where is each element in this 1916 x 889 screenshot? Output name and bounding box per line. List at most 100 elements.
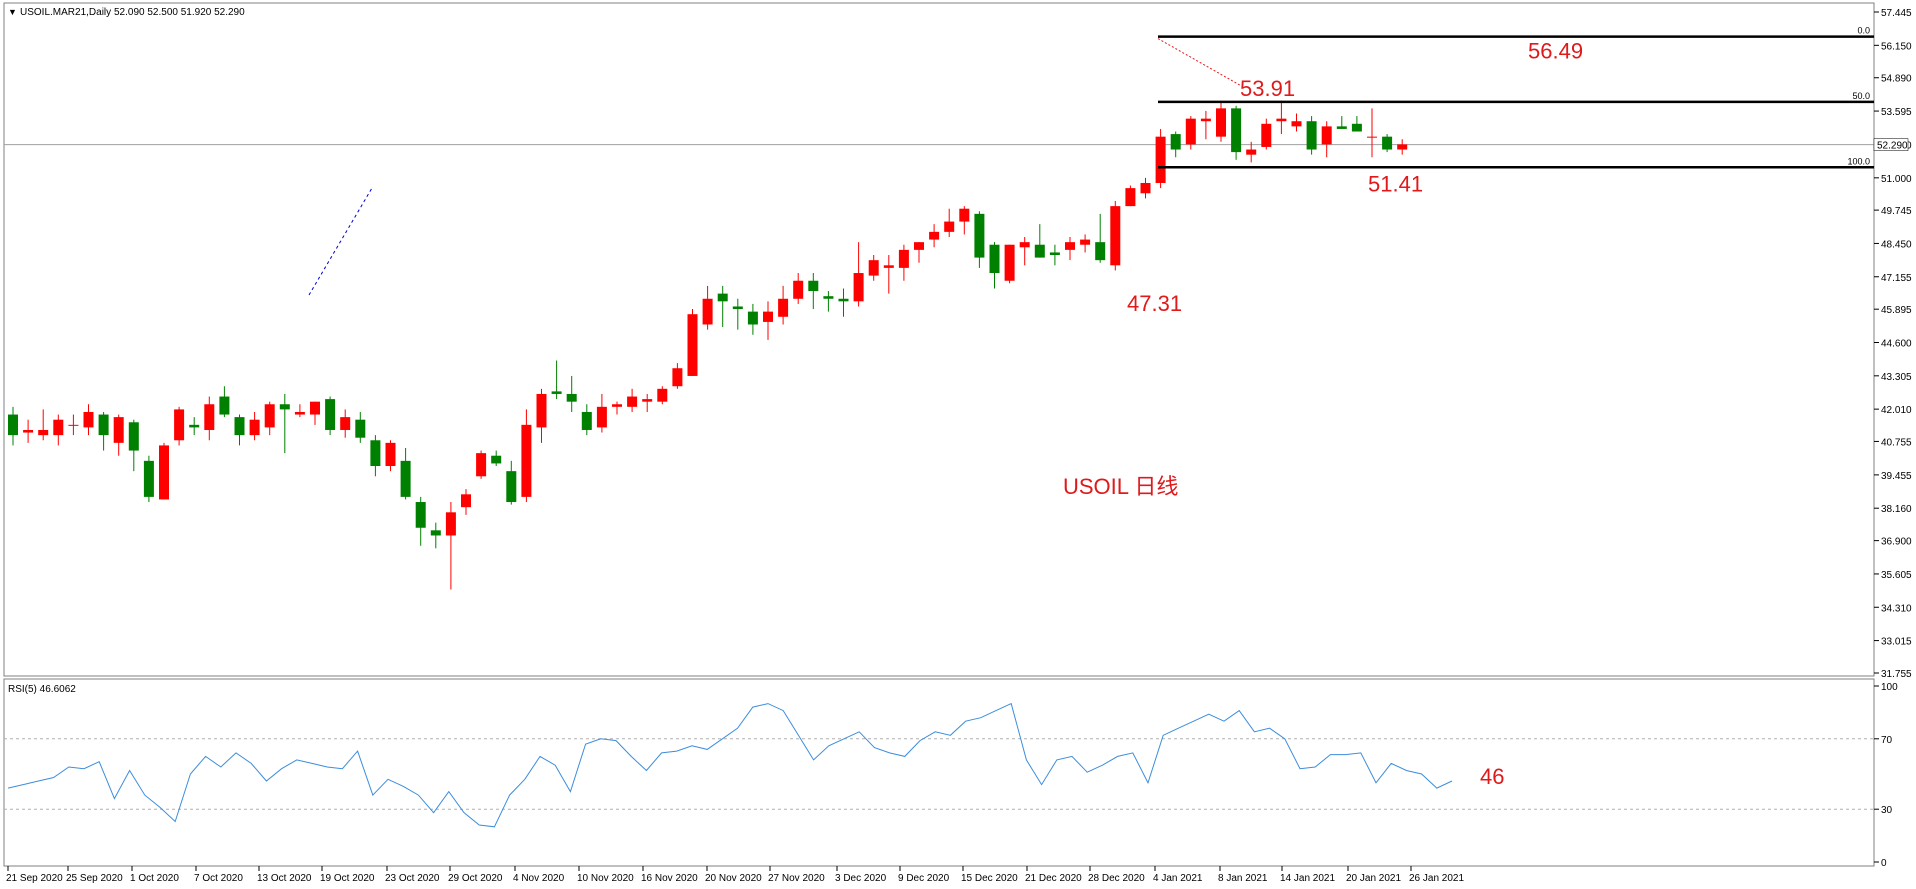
x-tick-label: 14 Jan 2021: [1280, 873, 1335, 884]
candle-body: [989, 244, 1000, 274]
candle-body: [793, 280, 804, 299]
candle-body: [944, 221, 955, 232]
y-tick-label: 31.755: [1881, 669, 1912, 680]
candle-body: [53, 419, 64, 436]
candle-body: [732, 306, 743, 310]
candle-body: [536, 393, 547, 428]
rsi-y-tick-label: 70: [1881, 735, 1893, 746]
x-tick-label: 4 Nov 2020: [513, 873, 565, 884]
x-tick-label: 20 Jan 2021: [1346, 873, 1401, 884]
candle-body: [551, 391, 562, 394]
candle-body: [1351, 123, 1362, 132]
y-tick-label: 56.150: [1881, 41, 1912, 52]
y-tick-label: 54.890: [1881, 74, 1912, 85]
x-tick-label: 23 Oct 2020: [385, 873, 440, 884]
candle-body: [1065, 242, 1075, 250]
current-price-label: 52.290: [1877, 141, 1908, 152]
candle-body: [823, 296, 834, 299]
candle-body: [98, 414, 109, 436]
fib-level-label: 50.0: [1852, 91, 1870, 101]
x-tick-label: 10 Nov 2020: [577, 873, 634, 884]
y-tick-label: 48.450: [1881, 239, 1912, 250]
candle-body: [159, 445, 169, 500]
y-tick-label: 43.305: [1881, 372, 1912, 383]
candle-body: [370, 440, 381, 467]
y-tick-label: 35.605: [1881, 570, 1912, 581]
candle-body: [1170, 134, 1181, 150]
candle-body: [415, 502, 426, 528]
candle-body: [717, 293, 728, 302]
current-price-box: [1873, 138, 1909, 151]
candle-body: [1367, 136, 1377, 138]
rsi-y-tick-label: 0: [1881, 858, 1887, 869]
candle-body: [68, 424, 79, 426]
candle-body: [385, 442, 396, 467]
candle-body: [1382, 136, 1393, 150]
x-tick-label: 25 Sep 2020: [66, 873, 123, 884]
candle-body: [747, 311, 758, 325]
chart-header-ohlc: 52.090 52.500 51.920 52.290: [114, 7, 245, 18]
candle-body: [1276, 118, 1287, 122]
y-tick-label: 36.900: [1881, 537, 1912, 548]
candle-body: [778, 298, 789, 317]
candle-body: [445, 512, 456, 536]
candle-body: [1397, 144, 1408, 150]
candle-body: [838, 298, 849, 302]
candle-body: [1155, 136, 1166, 183]
candle-body: [959, 208, 970, 222]
x-tick-label: 29 Oct 2020: [448, 873, 503, 884]
candle-body: [1049, 252, 1060, 256]
candle-body: [83, 411, 94, 428]
rsi-annotation: 46: [1480, 764, 1504, 789]
x-tick-label: 9 Dec 2020: [898, 873, 950, 884]
candle-body: [672, 368, 683, 387]
candle-body: [279, 404, 290, 410]
candle-body: [1125, 188, 1136, 207]
chart-header-symbol: USOIL.MAR21,Daily: [20, 7, 111, 18]
candle-body: [189, 424, 200, 428]
candle-body: [612, 404, 622, 407]
y-tick-label: 34.310: [1881, 603, 1912, 614]
rsi-y-tick-label: 30: [1881, 805, 1893, 816]
candle-body: [929, 231, 940, 240]
x-tick-label: 4 Jan 2021: [1153, 873, 1203, 884]
candle-body: [355, 419, 366, 438]
candle-body: [264, 404, 275, 428]
candle-body: [113, 417, 124, 443]
candle-body: [914, 242, 924, 250]
x-tick-label: 15 Dec 2020: [961, 873, 1018, 884]
y-tick-label: 39.455: [1881, 471, 1912, 482]
y-tick-label: 33.015: [1881, 637, 1912, 648]
x-tick-label: 16 Nov 2020: [641, 873, 698, 884]
candle-body: [1004, 244, 1015, 281]
candle-body: [430, 530, 441, 536]
candle-body: [1140, 182, 1151, 194]
price-annotation: 53.91: [1240, 76, 1295, 101]
candle-body: [23, 429, 34, 433]
candle-body: [1291, 121, 1302, 127]
main-layer: 57.445 56.150 54.890 53.595 52.290 51.000 49.7…: [4, 8, 1912, 884]
price-annotation: 56.49: [1528, 39, 1583, 64]
candle-body: [1110, 206, 1121, 266]
candle-body: [687, 314, 698, 376]
rsi-title: RSI(5) 46.6062: [8, 684, 76, 695]
x-tick-label: 1 Oct 2020: [130, 873, 179, 884]
candle-body: [340, 417, 351, 430]
candle-body: [566, 393, 577, 402]
candle-body: [400, 460, 411, 497]
y-tick-label: 42.010: [1881, 405, 1912, 416]
candle-body: [1216, 108, 1226, 137]
x-tick-label: 13 Oct 2020: [257, 873, 312, 884]
candle-body: [883, 265, 894, 268]
candle-body: [853, 273, 864, 302]
candle-body: [476, 453, 487, 477]
y-tick-label: 40.755: [1881, 437, 1912, 448]
candle-body: [1185, 118, 1196, 145]
candle-body: [974, 213, 985, 258]
x-tick-label: 7 Oct 2020: [194, 873, 243, 884]
x-tick-label: 3 Dec 2020: [835, 873, 887, 884]
candle-body: [325, 399, 336, 430]
candle-body: [249, 419, 260, 436]
price-annotation: 47.31: [1127, 291, 1182, 316]
candle-body: [143, 460, 154, 497]
